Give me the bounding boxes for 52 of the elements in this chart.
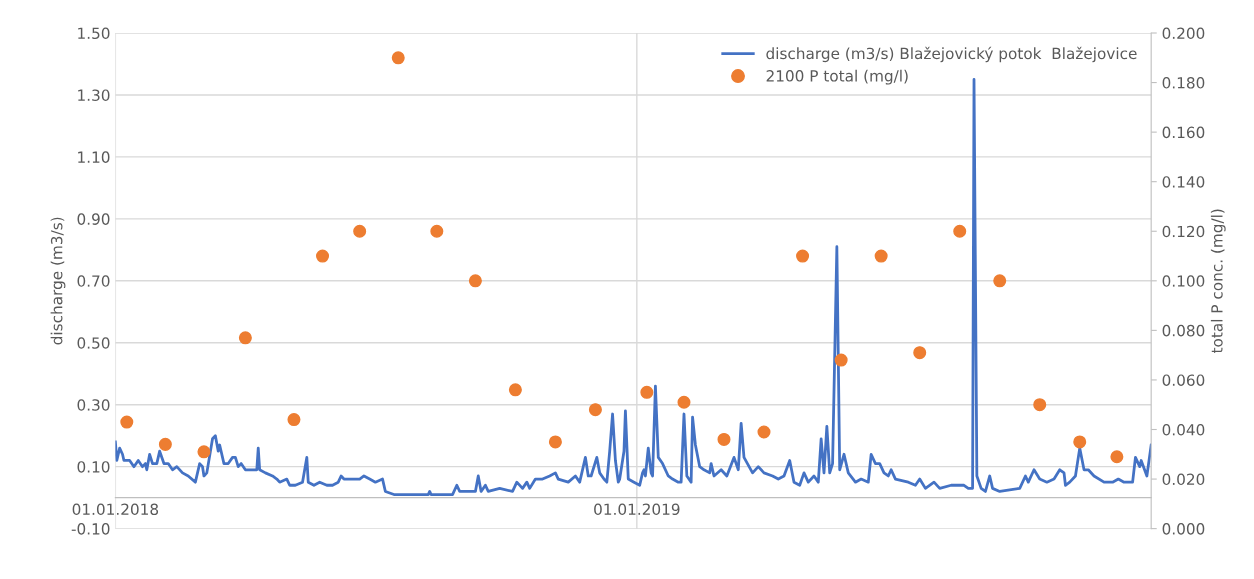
x-tick-label: 01.01.2019 [594, 503, 680, 516]
y2-tick-label: 0.140 [1162, 176, 1205, 188]
y2-tick-label: 0.060 [1162, 374, 1205, 386]
point [158, 437, 172, 451]
y2-tick-label: 0.020 [1162, 473, 1205, 486]
y-tick-label: 1.10 [78, 151, 110, 163]
point [834, 353, 848, 367]
point [677, 395, 691, 409]
y-tick-label: 1.50 [78, 27, 110, 40]
y2-tick-label: 0.100 [1162, 275, 1205, 287]
point [316, 249, 330, 263]
y-axis-title: discharge (m3/s) [50, 217, 66, 345]
y2-tick-label: 0.000 [1162, 523, 1205, 535]
point [913, 346, 927, 360]
y-tick-label: 0.90 [77, 213, 110, 225]
legend-label: discharge (m3/s) Blažejovický potok Blažejovice [766, 46, 1137, 63]
point [993, 274, 1007, 288]
y-tick-label: 0.30 [77, 399, 110, 411]
y-tick-label: 1.30 [78, 89, 110, 101]
point [238, 331, 252, 345]
point [796, 249, 810, 263]
point [287, 413, 301, 427]
y-tick-label: 0.50 [77, 337, 110, 349]
point [1110, 450, 1124, 464]
point [120, 415, 134, 429]
point [353, 224, 367, 238]
y2-tick-label: 0.180 [1162, 77, 1205, 89]
y2-tick-label: 0.040 [1162, 423, 1205, 436]
point [717, 432, 731, 446]
y-tick-label: 0.70 [77, 275, 110, 287]
point [197, 445, 211, 459]
legend-label: 2100 P total (mg/l) [766, 69, 908, 85]
point [1033, 398, 1047, 412]
point [874, 249, 888, 263]
y-tick-label: 0.10 [77, 461, 110, 473]
y2-tick-label: 0.120 [1162, 225, 1205, 238]
point [468, 274, 482, 288]
y-tick-label: -0.10 [71, 523, 110, 535]
y2-tick-label: 0.160 [1162, 126, 1205, 139]
point [1073, 435, 1087, 449]
point [430, 224, 444, 238]
point [640, 385, 654, 399]
point [757, 425, 771, 439]
y2-tick-label: 0.080 [1162, 324, 1205, 337]
x-tick-label: 01.01.2018 [72, 503, 159, 516]
point [548, 435, 562, 449]
point [588, 403, 602, 417]
point [391, 51, 405, 65]
point [508, 383, 522, 397]
y2-tick-label: 0.200 [1162, 27, 1205, 40]
y2-axis-title: total P conc. (mg/l) [1210, 209, 1226, 354]
point [953, 224, 967, 238]
